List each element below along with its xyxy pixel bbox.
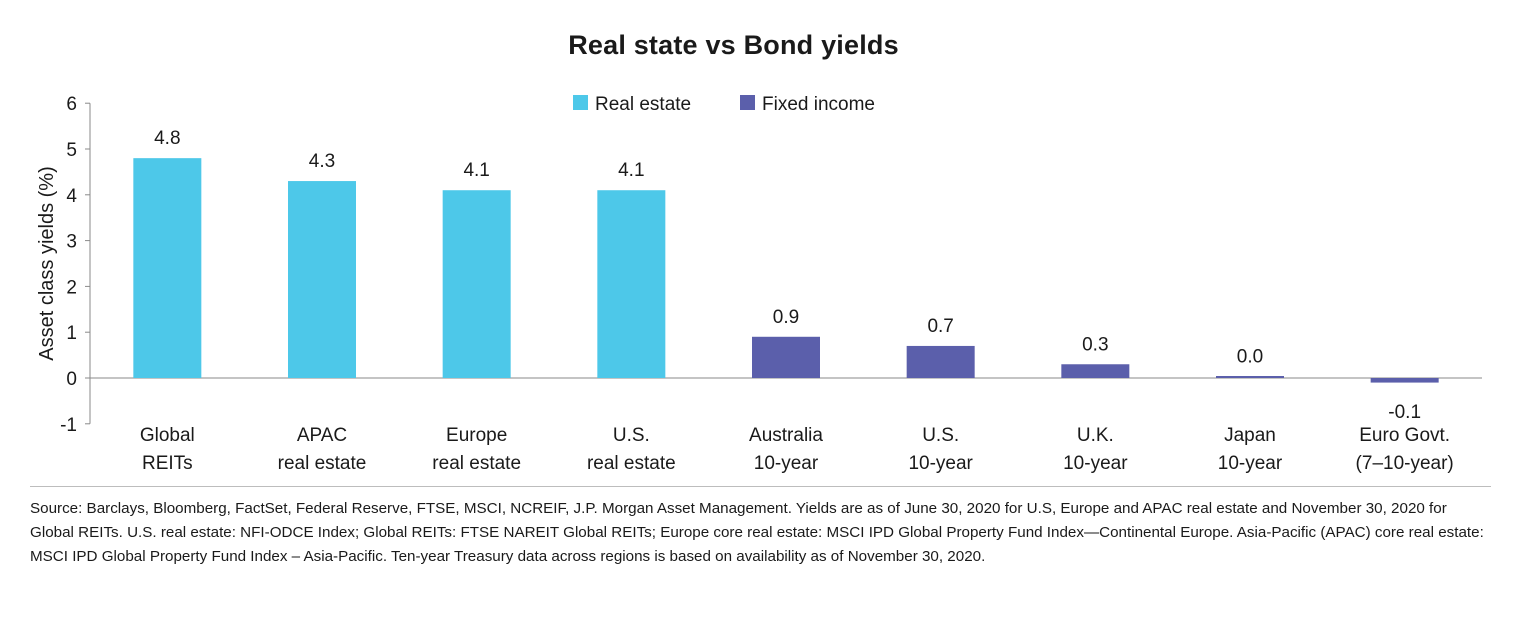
chart-title: Real state vs Bond yields bbox=[568, 30, 899, 60]
y-tick-label: 6 bbox=[66, 94, 77, 115]
labels: 4.8 Global REITs 4.3 APAC real estate 4.1 Europ… bbox=[140, 128, 1454, 474]
category-label: 10-year bbox=[908, 453, 973, 474]
y-tick-label: 4 bbox=[66, 186, 77, 207]
y-tick-label: 5 bbox=[66, 140, 77, 161]
legend-label: Real estate bbox=[595, 94, 691, 115]
bar-value-label: -0.1 bbox=[1388, 402, 1421, 423]
bar bbox=[133, 158, 202, 378]
bar-value-label: 0.7 bbox=[927, 316, 953, 337]
y-tick-label: 0 bbox=[66, 369, 77, 390]
bar-value-label: 0.3 bbox=[1082, 334, 1108, 355]
category-label: 10-year bbox=[1063, 453, 1128, 474]
bar bbox=[1370, 378, 1439, 383]
legend-swatch bbox=[740, 95, 755, 110]
category-label: (7–10-year) bbox=[1356, 453, 1454, 474]
bar bbox=[752, 336, 820, 378]
category-label: 10-year bbox=[1218, 453, 1283, 474]
category-label: real estate bbox=[587, 453, 676, 474]
category-label: Euro Govt. bbox=[1359, 425, 1450, 446]
category-label: real estate bbox=[432, 453, 521, 474]
bar-value-label: 0.9 bbox=[773, 307, 799, 328]
legend: Real estate Fixed income bbox=[573, 94, 875, 115]
category-label: Japan bbox=[1224, 425, 1276, 446]
source-note: Source: Barclays, Bloomberg, FactSet, Fe… bbox=[30, 500, 1484, 565]
axes: -1 0 1 2 3 4 5 6 Asset class yields (%) bbox=[36, 94, 1482, 436]
legend-swatch bbox=[573, 95, 588, 110]
bar-value-label: 4.1 bbox=[618, 160, 644, 181]
bars bbox=[133, 158, 1439, 383]
category-label: U.S. bbox=[922, 425, 959, 446]
bar bbox=[288, 181, 356, 378]
category-label: U.K. bbox=[1077, 425, 1114, 446]
category-label: Global bbox=[140, 425, 195, 446]
category-label: Australia bbox=[749, 425, 823, 446]
bar bbox=[1061, 364, 1130, 378]
category-label: Europe bbox=[446, 425, 507, 446]
y-axis-title: Asset class yields (%) bbox=[36, 166, 58, 361]
y-tick-label: 2 bbox=[66, 277, 77, 298]
bar-value-label: 4.8 bbox=[154, 128, 180, 149]
bar bbox=[906, 345, 975, 378]
footnote-divider bbox=[30, 486, 1491, 487]
bar-value-label: 0.0 bbox=[1237, 347, 1263, 368]
y-tick-label: 3 bbox=[66, 232, 77, 253]
category-label: 10-year bbox=[754, 453, 819, 474]
y-tick-label: -1 bbox=[60, 415, 77, 436]
legend-label: Fixed income bbox=[762, 94, 875, 115]
bar-value-label: 4.1 bbox=[463, 160, 489, 181]
category-label: U.S. bbox=[613, 425, 650, 446]
bar bbox=[1216, 376, 1284, 378]
bar bbox=[597, 190, 666, 378]
category-label: APAC bbox=[297, 425, 347, 446]
category-label: REITs bbox=[142, 453, 193, 474]
category-label: real estate bbox=[278, 453, 367, 474]
bar-chart: -1 0 1 2 3 4 5 6 Asset class yields (%) 4.8 Globa… bbox=[36, 94, 1482, 474]
bar bbox=[442, 190, 511, 378]
y-tick-label: 1 bbox=[66, 323, 77, 344]
bar-value-label: 4.3 bbox=[309, 151, 335, 172]
